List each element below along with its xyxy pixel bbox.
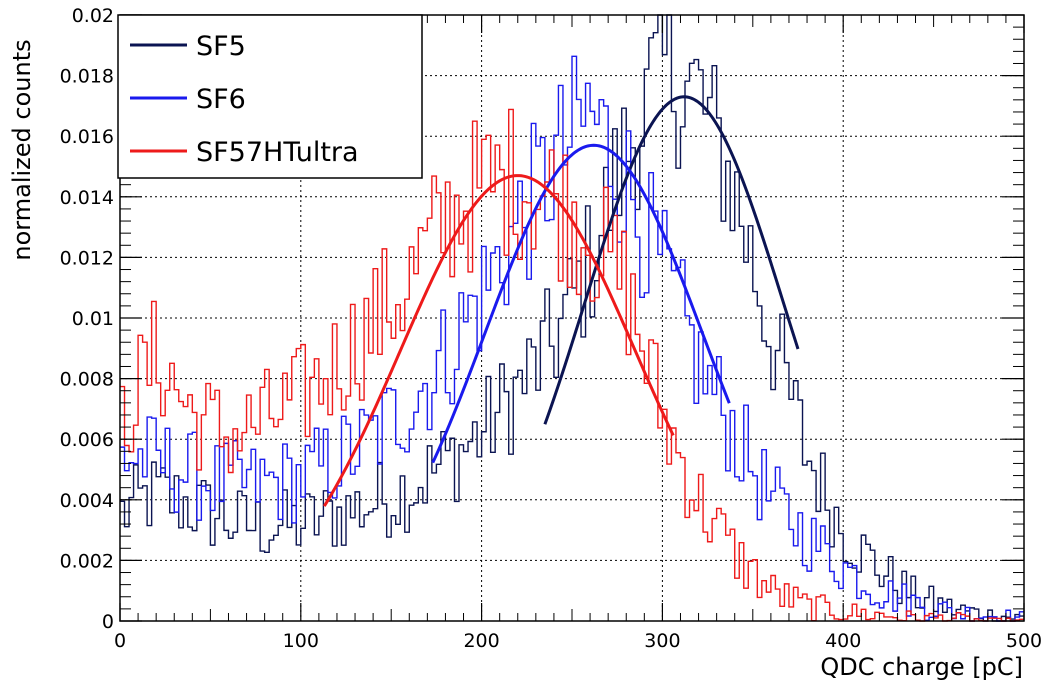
x-tick-label: 200 — [463, 630, 499, 652]
y-tick-label: 0.014 — [60, 187, 114, 209]
x-axis-title: QDC charge [pC] — [820, 653, 1023, 681]
fit-curve-sf57htultra — [323, 174, 675, 507]
x-tick-label: 0 — [114, 630, 126, 652]
legend-label-sf5: SF5 — [196, 31, 246, 62]
fit-curves — [323, 95, 800, 507]
legend: SF5 SF6 SF57HTultra — [117, 14, 423, 179]
y-tick-label: 0.002 — [60, 550, 114, 572]
histogram-sf6 — [120, 55, 1024, 622]
fit-curve-sf5 — [543, 95, 800, 425]
legend-label-sf6: SF6 — [196, 84, 246, 115]
series-group — [120, 14, 1024, 622]
fit-curve-sf6 — [431, 143, 731, 464]
tick-labels: 0 100 200 300 400 500 0 0.002 0.004 0.006 0.008 0.0… — [60, 5, 1043, 652]
x-tick-label: 300 — [644, 630, 680, 652]
histogram-sf57htultra — [120, 108, 1024, 622]
y-axis-title: normalized counts — [8, 39, 36, 260]
y-tick-label: 0.004 — [60, 490, 114, 512]
x-tick-label: 500 — [1006, 630, 1042, 652]
y-tick-label: 0.008 — [60, 369, 114, 391]
y-tick-label: 0.02 — [72, 5, 114, 27]
y-tick-label: 0.01 — [72, 308, 114, 330]
legend-label-sf57htultra: SF57HTultra — [196, 137, 359, 168]
y-tick-label: 0.018 — [60, 66, 114, 88]
x-tick-label: 100 — [283, 630, 319, 652]
y-tick-label: 0.012 — [60, 247, 114, 269]
y-tick-label: 0 — [102, 611, 114, 633]
x-tick-label: 400 — [825, 630, 861, 652]
y-tick-label: 0.016 — [60, 126, 114, 148]
y-tick-label: 0.006 — [60, 429, 114, 451]
